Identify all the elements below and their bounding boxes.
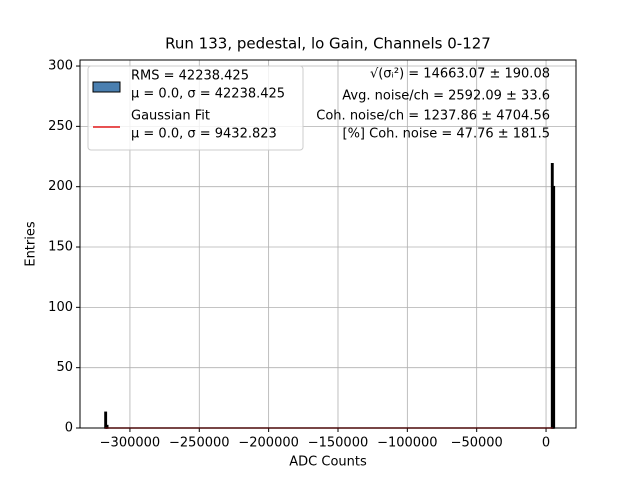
y-axis-label: Entries	[24, 221, 39, 267]
y-tick-label: 100	[48, 300, 73, 315]
x-tick-label: −150000	[308, 436, 369, 451]
x-tick-label: −300000	[100, 436, 161, 451]
y-tick-label: 300	[48, 59, 73, 74]
y-tick-label: 150	[48, 240, 73, 255]
annotation: √(σᵢ²) = 14663.07 ± 190.08	[370, 67, 550, 82]
y-tick-label: 0	[65, 421, 73, 436]
y-tick-label: 250	[48, 119, 73, 134]
x-tick-label: −100000	[377, 436, 438, 451]
chart-title: Run 133, pedestal, lo Gain, Channels 0-1…	[165, 35, 491, 53]
legend-label: μ = 0.0, σ = 42238.425	[131, 87, 285, 102]
legend-patch	[92, 81, 121, 93]
plot-frame	[79, 59, 577, 429]
legend-label: μ = 0.0, σ = 9432.823	[131, 127, 277, 142]
annotation: Avg. noise/ch = 2592.09 ± 33.6	[342, 89, 550, 104]
legend-box	[87, 65, 304, 151]
x-tick-label: −50000	[451, 436, 503, 451]
bar	[552, 185, 556, 429]
legend-label: RMS = 42238.425	[131, 69, 249, 84]
y-tick-label: 50	[56, 360, 73, 375]
annotation: [%] Coh. noise = 47.76 ± 181.5	[343, 127, 551, 142]
x-tick-label: −250000	[169, 436, 230, 451]
legend-label: Gaussian Fit	[131, 109, 210, 124]
y-tick-label: 200	[48, 179, 73, 194]
x-tick-label: 0	[542, 436, 550, 451]
x-tick-label: −200000	[238, 436, 299, 451]
x-axis-label: ADC Counts	[289, 455, 367, 470]
annotation: Coh. noise/ch = 1237.86 ± 4704.56	[316, 109, 550, 124]
